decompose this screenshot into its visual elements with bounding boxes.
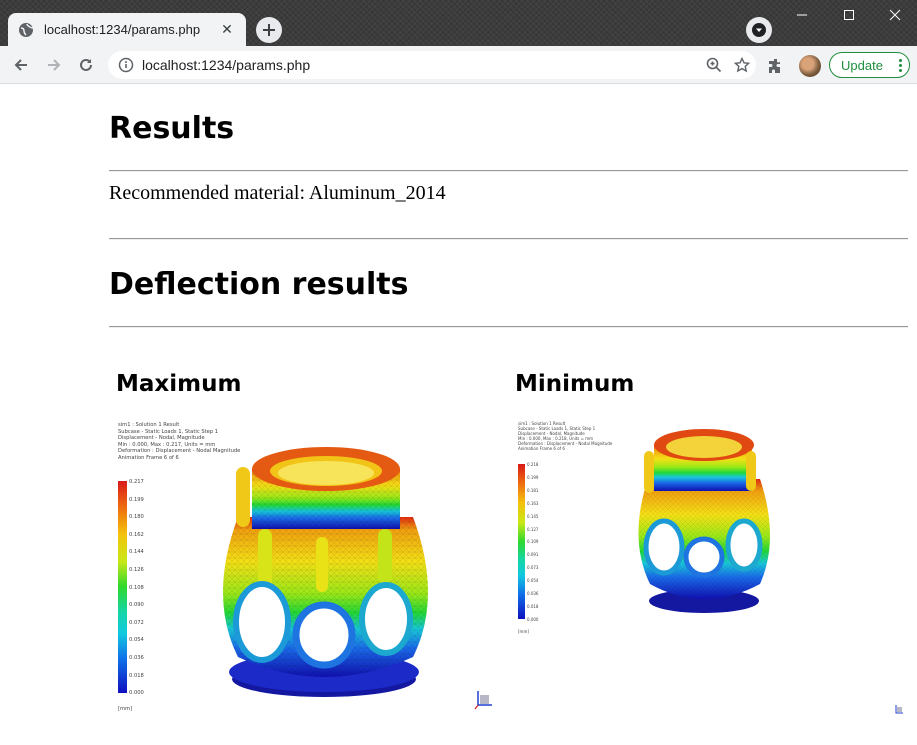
- units-label: [mm]: [518, 629, 529, 634]
- deflection-model-render: [223, 447, 428, 697]
- back-icon: [14, 59, 27, 71]
- close-window-button[interactable]: [872, 0, 917, 30]
- page-title: Results: [109, 111, 235, 146]
- extensions-icon[interactable]: [766, 56, 786, 76]
- minimize-icon: [797, 14, 807, 16]
- divider: [109, 238, 908, 240]
- minimum-heading: Minimum: [515, 371, 635, 397]
- page-content: Results Recommended material: Aluminum_2…: [0, 84, 917, 745]
- close-icon[interactable]: ✕: [221, 21, 233, 37]
- maximum-heading: Maximum: [116, 371, 242, 397]
- update-label: Update: [841, 57, 883, 73]
- axis-triad-icon: [895, 705, 903, 714]
- url-text[interactable]: localhost:1234/params.php: [142, 57, 311, 73]
- color-legend-bar: [518, 464, 525, 619]
- star-icon[interactable]: [728, 51, 756, 79]
- info-icon[interactable]: [118, 57, 134, 73]
- maximize-icon: [844, 10, 854, 20]
- deflection-title: Deflection results: [109, 267, 409, 302]
- maximum-deflection-image: sim1 : Solution 1 Result Subcase - Stati…: [112, 419, 497, 719]
- reload-button[interactable]: [72, 51, 100, 79]
- axis-triad-icon: [474, 691, 492, 710]
- address-bar[interactable]: localhost:1234/params.php: [108, 51, 756, 79]
- units-label: [mm]: [118, 706, 133, 712]
- tab-title: localhost:1234/params.php: [44, 22, 201, 37]
- minimum-deflection-image: sim1 : Solution 1 Result Subcase - Stati…: [512, 419, 907, 714]
- maximize-button[interactable]: [826, 0, 872, 30]
- zoom-icon[interactable]: [700, 51, 728, 79]
- avatar[interactable]: [799, 55, 821, 77]
- legend-tick-labels: 0.217 0.199 0.180 0.162 0.144 0.126 0.10…: [129, 479, 144, 697]
- close-window-icon: [889, 9, 901, 21]
- result-caption: sim1 : Solution 1 Result Subcase - Stati…: [118, 422, 241, 461]
- browser-toolbar: localhost:1234/params.php Update: [0, 46, 917, 84]
- recommended-material-text: Recommended material: Aluminum_2014: [109, 182, 446, 204]
- forward-button[interactable]: [40, 51, 68, 79]
- deflection-model-render: [638, 429, 770, 613]
- divider: [109, 170, 908, 172]
- media-control-button[interactable]: [746, 17, 772, 43]
- back-button[interactable]: [7, 51, 35, 79]
- forward-icon: [48, 59, 61, 71]
- reload-icon: [80, 58, 92, 71]
- browser-titlebar: localhost:1234/params.php ✕: [0, 0, 917, 46]
- color-legend-bar: [118, 481, 127, 693]
- update-button[interactable]: Update: [829, 52, 910, 78]
- media-control-icon: [752, 23, 766, 37]
- legend-tick-labels: 0.218 0.199 0.181 0.163 0.145 0.127 0.10…: [527, 462, 539, 622]
- result-caption: sim1 : Solution 1 Result Subcase - Stati…: [518, 421, 613, 451]
- globe-icon: [18, 22, 34, 38]
- more-vert-icon: [891, 58, 909, 72]
- browser-tab[interactable]: localhost:1234/params.php ✕: [8, 13, 246, 46]
- divider: [109, 326, 908, 328]
- plus-icon: [263, 24, 275, 36]
- minimize-button[interactable]: [779, 0, 825, 30]
- new-tab-button[interactable]: [256, 17, 282, 43]
